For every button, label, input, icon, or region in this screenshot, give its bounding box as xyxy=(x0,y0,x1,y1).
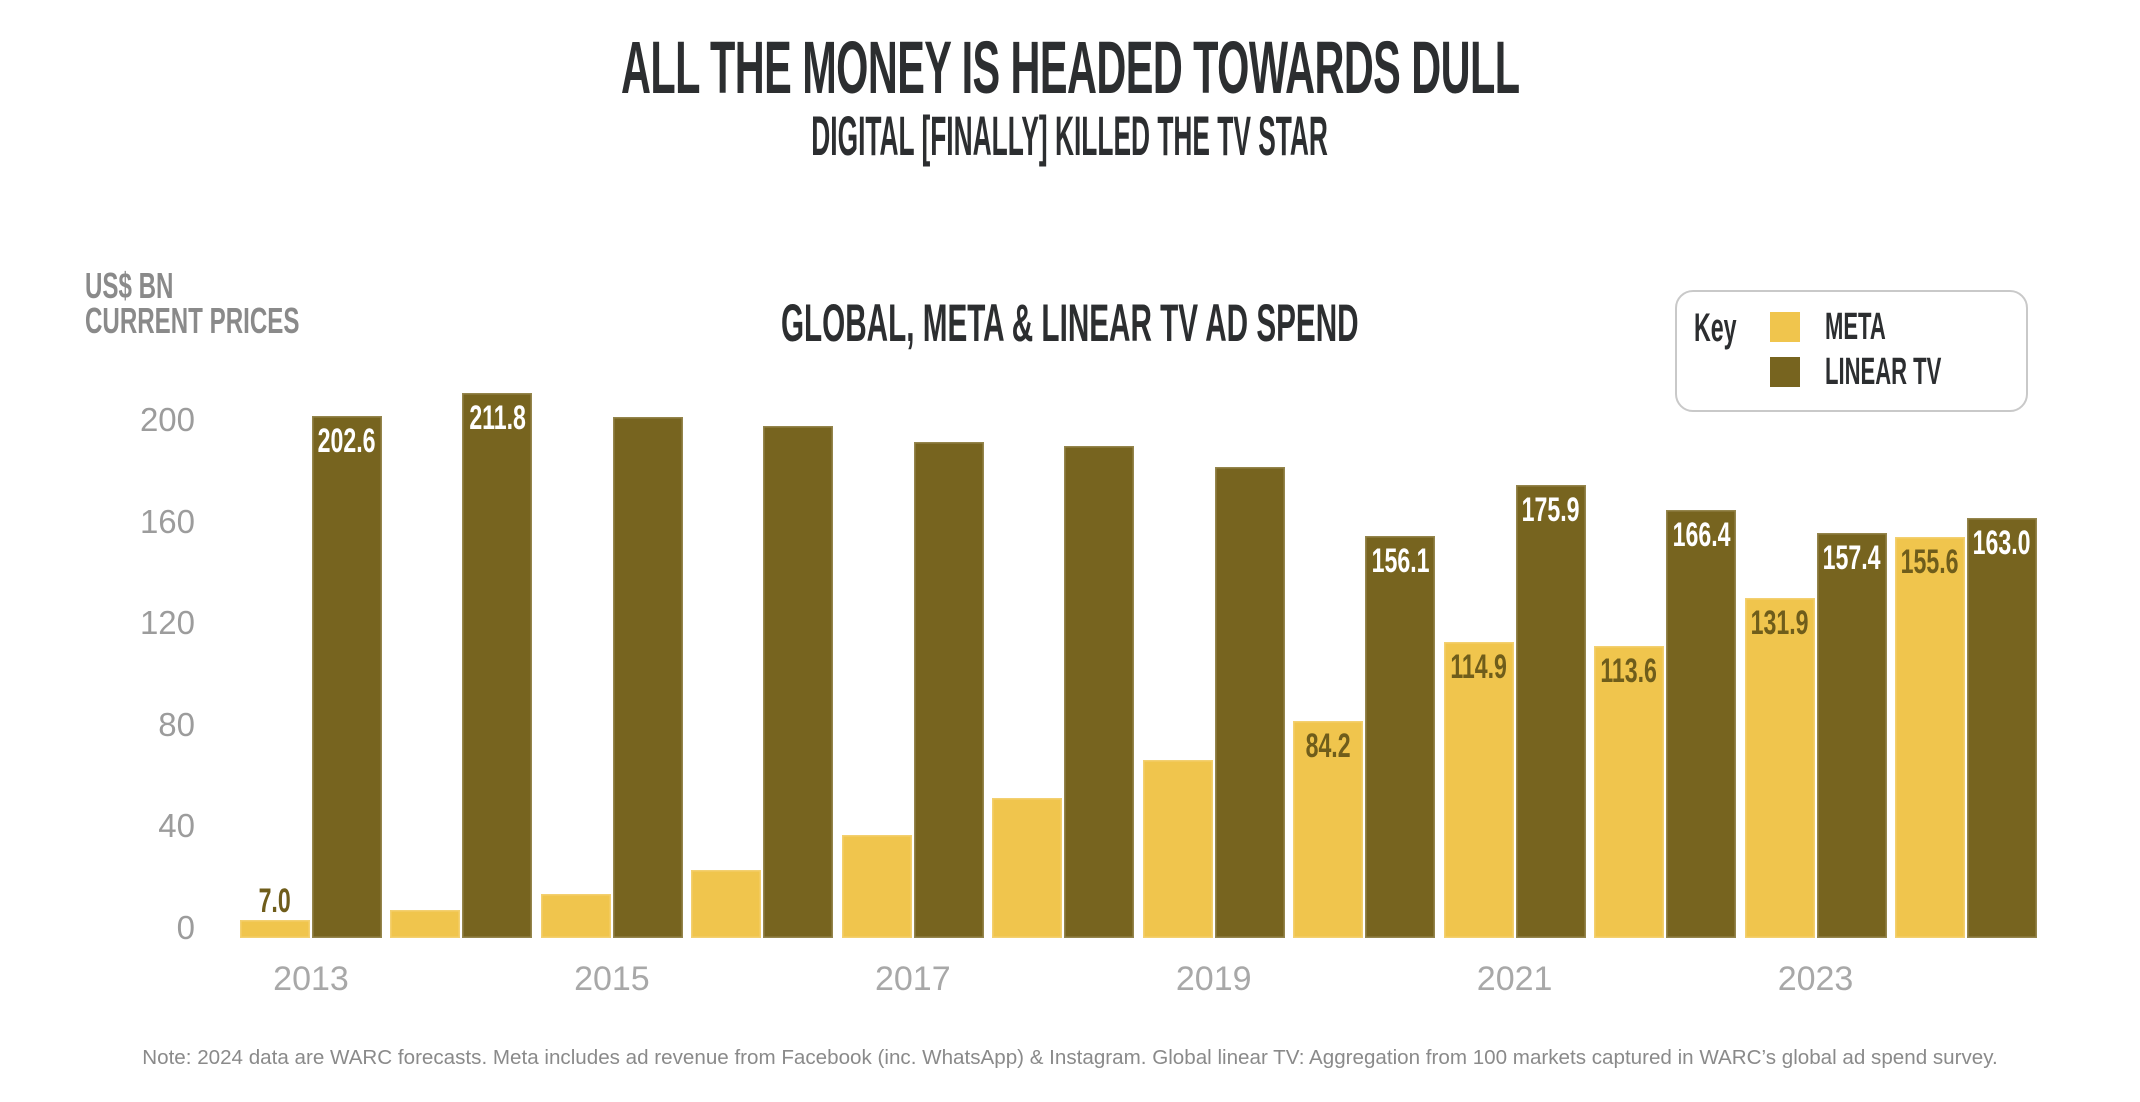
legend-label-meta: META xyxy=(1825,306,1887,348)
bar-meta-2022: 113.6 xyxy=(1594,645,1665,938)
legend-item-meta: META xyxy=(1770,306,2026,348)
bar-value-label: 175.9 xyxy=(1521,491,1580,530)
x-tick-label-2019: 2019 xyxy=(1175,960,1252,998)
bar-linear-tv-2021: 175.9 xyxy=(1515,485,1586,938)
y-axis-unit-line2: CURRENT PRICES xyxy=(85,300,300,341)
page-title-text: ALL THE MONEY IS HEADED TOWARDS DULL xyxy=(620,26,1520,109)
bar-linear-tv-2014: 211.8 xyxy=(462,392,533,938)
page-subtitle-text: DIGITAL [FINALLY] KILLED THE TV STAR xyxy=(811,104,1329,167)
bar-linear-tv-2020: 156.1 xyxy=(1365,536,1436,938)
bar-meta-2017 xyxy=(841,835,912,938)
bar-group-2021: 114.9 175.9 xyxy=(1443,485,1586,938)
bar-group-2016 xyxy=(691,426,834,938)
legend-title: Key xyxy=(1694,306,1737,350)
y-tick-label-200: 200 xyxy=(139,401,195,438)
bar-value-label: 113.6 xyxy=(1600,651,1658,690)
bar-meta-2013: 7.0 xyxy=(240,884,310,938)
bar-linear-tv-2018 xyxy=(1064,446,1135,938)
bar-group-2015 xyxy=(540,417,683,938)
y-tick-label-40: 40 xyxy=(158,807,195,844)
y-tick-label-120: 120 xyxy=(139,604,195,641)
x-tick-label-2015: 2015 xyxy=(574,960,650,998)
legend-label-linear-tv: LINEAR TV xyxy=(1825,351,1942,393)
bar-group-2017 xyxy=(841,442,984,938)
y-tick-label-80: 80 xyxy=(158,706,195,743)
bar-linear-tv-2023: 157.4 xyxy=(1816,532,1887,938)
y-axis-unit-line1: US$ BN xyxy=(85,265,174,306)
bar-group-2019 xyxy=(1142,466,1285,938)
bar-value-label: 155.6 xyxy=(1901,543,1959,582)
bar-group-2022: 113.6 166.4 xyxy=(1594,509,1737,938)
bar-linear-tv-2017 xyxy=(913,442,984,938)
chart-heading-text: GLOBAL, META & LINEAR TV AD SPEND xyxy=(781,294,1359,353)
bar-group-2024: 155.6 163.0 xyxy=(1894,518,2037,938)
bar-chart-plot: 7.0 202.6 211.8 84.2 156.1 114.9 175.9 113.6 166… xyxy=(240,371,2037,938)
bar-meta-2021: 114.9 xyxy=(1443,642,1514,938)
x-tick-label-2024 xyxy=(1895,961,2037,997)
bar-linear-tv-2022: 166.4 xyxy=(1666,509,1737,938)
page-title: ALL THE MONEY IS HEADED TOWARDS DULL xyxy=(0,28,2140,108)
bar-value-label: 114.9 xyxy=(1450,648,1507,687)
bar-meta-2024: 155.6 xyxy=(1894,537,1965,938)
bar-value-label: 202.6 xyxy=(318,422,376,461)
bar-group-2018 xyxy=(992,446,1135,938)
bar-meta-2014 xyxy=(390,909,461,938)
bar-linear-tv-2015 xyxy=(612,417,683,938)
bar-group-2014: 211.8 xyxy=(390,392,533,938)
linear-tv-swatch-icon xyxy=(1770,357,1801,387)
bar-group-2013: 7.0 202.6 xyxy=(240,416,382,938)
bar-value-label: 84.2 xyxy=(1305,727,1351,766)
x-tick-label-2023: 2023 xyxy=(1777,960,1854,998)
chart-heading: GLOBAL, META & LINEAR TV AD SPEND xyxy=(0,296,2140,352)
bar-meta-2019 xyxy=(1142,760,1213,938)
page-subtitle: DIGITAL [FINALLY] KILLED THE TV STAR xyxy=(0,106,2140,166)
y-axis-unit-label: US$ BN CURRENT PRICES xyxy=(85,265,405,341)
x-axis: 2013 2015 2017 2019 2021 2023 xyxy=(240,961,2037,997)
bar-group-2023: 131.9 157.4 xyxy=(1744,532,1887,938)
x-tick-label-2014 xyxy=(390,961,532,997)
footnote: Note: 2024 data are WARC forecasts. Meta… xyxy=(142,1046,1998,1069)
bar-meta-2018 xyxy=(992,797,1063,938)
y-tick-label-0: 0 xyxy=(176,909,195,946)
bar-linear-tv-2024: 163.0 xyxy=(1966,518,2037,938)
x-tick-label-2020 xyxy=(1293,961,1435,997)
bar-value-label: 211.8 xyxy=(469,398,526,437)
x-tick-label-2018 xyxy=(992,961,1134,997)
legend-items: META LINEAR TV xyxy=(1770,306,2026,410)
bar-value-label: 7.0 xyxy=(258,882,292,920)
bar-linear-tv-2019 xyxy=(1214,466,1285,938)
bar-value-label: 131.9 xyxy=(1750,604,1809,643)
legend: Key META LINEAR TV xyxy=(1675,290,2028,412)
bar-group-2020: 84.2 156.1 xyxy=(1293,536,1436,938)
meta-swatch-icon xyxy=(1770,312,1801,342)
bar-meta-2015 xyxy=(540,894,611,938)
x-tick-label-2013: 2013 xyxy=(273,960,349,998)
bar-value-label: 156.1 xyxy=(1371,542,1430,580)
x-tick-label-2016 xyxy=(691,961,833,997)
bar-meta-2016 xyxy=(691,869,762,938)
bar-value-label: 163.0 xyxy=(1973,524,2031,563)
y-tick-label-160: 160 xyxy=(139,503,195,540)
legend-item-linear-tv: LINEAR TV xyxy=(1770,351,2026,393)
x-tick-label-2021: 2021 xyxy=(1476,960,1553,998)
bar-value-label: 166.4 xyxy=(1672,515,1731,554)
bar-linear-tv-2016 xyxy=(763,426,834,938)
bar-meta-2020: 84.2 xyxy=(1293,721,1364,938)
x-tick-label-2017: 2017 xyxy=(874,960,951,998)
bar-linear-tv-2013: 202.6 xyxy=(312,416,382,938)
x-tick-label-2022 xyxy=(1594,961,1736,997)
bar-meta-2023: 131.9 xyxy=(1744,598,1815,938)
bar-value-label: 157.4 xyxy=(1822,538,1881,577)
